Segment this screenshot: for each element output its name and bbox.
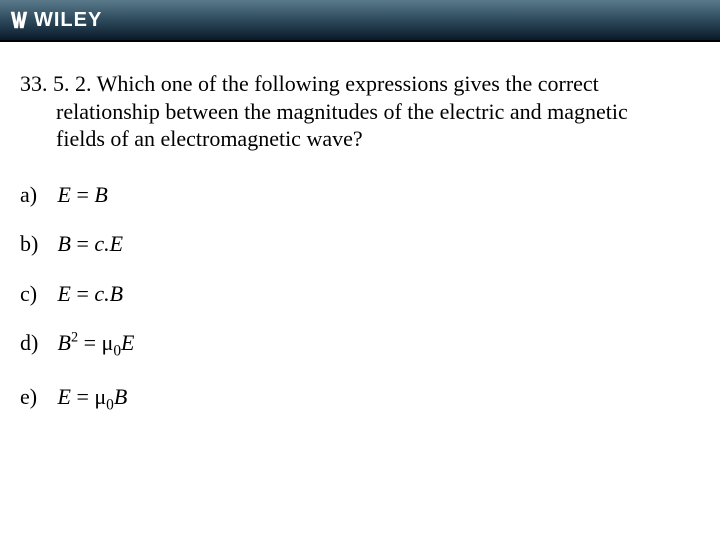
option-e-eq: =: [76, 384, 88, 409]
option-a-eq: =: [76, 182, 88, 207]
option-d-sup: 2: [71, 330, 78, 346]
option-d: d) B2 = μ0E: [20, 329, 700, 361]
option-e-sub: 0: [106, 396, 114, 413]
option-e-var: B: [114, 384, 127, 409]
slide-content: 33. 5. 2. Which one of the following exp…: [0, 42, 720, 414]
option-c-label: c): [20, 280, 52, 308]
option-b-label: b): [20, 230, 52, 258]
option-c-var: B: [110, 281, 123, 306]
option-a-rhs: B: [94, 182, 107, 207]
wiley-logo-text: WILEY: [34, 9, 102, 32]
question-line-3: fields of an electromagnetic wave?: [20, 125, 700, 153]
question-line-1: 33. 5. 2. Which one of the following exp…: [20, 70, 700, 98]
option-d-mu: μ: [102, 330, 114, 355]
option-a-lhs: E: [58, 182, 71, 207]
option-c-eq: =: [76, 281, 88, 306]
option-e-lhs: E: [58, 384, 71, 409]
option-b: b) B = c.E: [20, 230, 700, 258]
option-d-eq: =: [84, 330, 96, 355]
option-b-lhs: B: [58, 231, 71, 256]
question-text: 33. 5. 2. Which one of the following exp…: [20, 70, 700, 153]
option-e-mu: μ: [94, 384, 106, 409]
option-b-eq: =: [76, 231, 88, 256]
option-b-var: E: [110, 231, 123, 256]
wiley-logo: WILEY: [8, 9, 102, 32]
option-d-lhs: B: [58, 330, 71, 355]
option-e: e) E = μ0B: [20, 383, 700, 415]
option-c-coef: c.: [94, 281, 109, 306]
options-list: a) E = B b) B = c.E c) E = c.B d) B2 = μ…: [20, 181, 700, 415]
question-line-2: relationship between the magnitudes of t…: [20, 98, 700, 126]
option-b-coef: c.: [94, 231, 109, 256]
option-a: a) E = B: [20, 181, 700, 209]
header-bar: WILEY: [0, 0, 720, 42]
option-d-sub: 0: [113, 342, 121, 359]
option-d-label: d): [20, 329, 52, 357]
option-c: c) E = c.B: [20, 280, 700, 308]
option-a-label: a): [20, 181, 52, 209]
option-c-lhs: E: [58, 281, 71, 306]
wiley-logo-icon: [8, 9, 30, 31]
option-d-var: E: [121, 330, 134, 355]
option-e-label: e): [20, 383, 52, 411]
